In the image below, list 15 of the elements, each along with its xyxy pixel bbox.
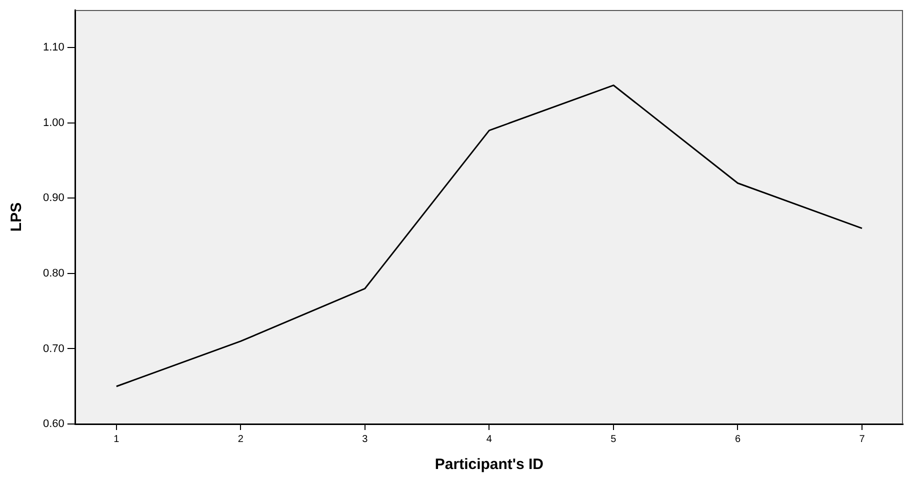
x-axis-title: Participant's ID [434,456,544,474]
y-tick-label: 0.80 [42,267,64,280]
x-tick-label: 3 [362,434,368,445]
x-tick-label: 1 [114,434,120,445]
y-tick-label: 0.60 [42,418,64,430]
x-tick-label: 4 [486,434,492,445]
y-tick-label: 0.70 [42,342,64,355]
x-tick-label: 7 [859,434,866,445]
y-axis-title: LPS [8,202,26,232]
x-tick-label: 2 [238,434,244,445]
x-tick-label: 5 [610,434,617,445]
y-tick-label: 1.10 [42,42,64,54]
y-tick-label: 0.90 [42,192,64,204]
x-tick-label: 6 [734,434,741,445]
y-tick-label: 1.00 [42,116,64,129]
